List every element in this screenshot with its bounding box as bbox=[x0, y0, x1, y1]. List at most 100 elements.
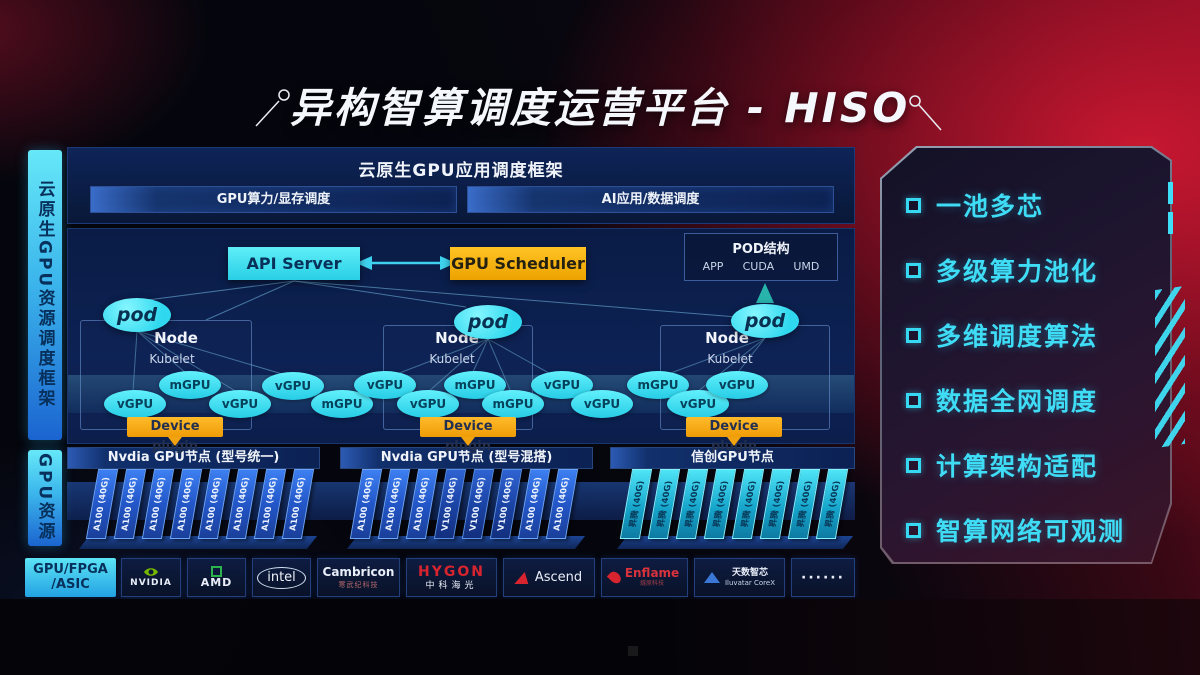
intel-logo: intel bbox=[257, 566, 306, 589]
square-bullet-icon bbox=[906, 392, 921, 408]
vendor-intel: intel bbox=[252, 558, 311, 597]
square-bullet-icon bbox=[906, 522, 921, 538]
pod-ellipse: pod bbox=[454, 305, 522, 339]
node-label: Node bbox=[154, 329, 198, 347]
square-bullet-icon bbox=[906, 262, 921, 278]
gpu-card: A100 (40G) bbox=[169, 469, 203, 539]
framework-title: 云原生GPU应用调度框架 bbox=[358, 161, 564, 181]
feature-panel bbox=[882, 148, 1170, 562]
vendor-iluvatar: 天数智芯 Iluvatar CoreX bbox=[694, 558, 785, 597]
gpu-card: A100 (40G) bbox=[141, 469, 175, 539]
bottom-fade bbox=[0, 599, 1200, 675]
gpu-ellipse: mGPU bbox=[482, 390, 544, 418]
feature-label: 多维调度算法 bbox=[936, 322, 1099, 351]
gpu-card-group-2: A100 (40G) A100 (40G) A100 (40G) V100 (40G)… bbox=[349, 469, 579, 539]
vendor-subname: 燧原科技 bbox=[639, 580, 664, 588]
rail-cloud-native-gpu-framework: 云原生GPU资源调度框架 bbox=[28, 150, 62, 440]
pod-item-app: APP bbox=[702, 260, 724, 273]
bar-ai-data-scheduling: AI应用/数据调度 bbox=[467, 186, 834, 213]
square-bullet-icon bbox=[906, 327, 921, 343]
kubelet-label: Kubelet bbox=[149, 352, 195, 366]
bar-gpu-compute-scheduling: GPU算力/显存调度 bbox=[90, 186, 457, 213]
device-plugin-badge: Device plugin bbox=[686, 417, 782, 454]
gpu-ellipse: vGPU bbox=[397, 390, 459, 418]
hardware-type-line2: /ASIC bbox=[51, 576, 90, 592]
vendor-name: Cambricon bbox=[322, 565, 395, 580]
gpu-ellipse: vGPU bbox=[209, 390, 271, 418]
vendor-subname: Iluvatar CoreX bbox=[724, 579, 775, 588]
framework-panel: 云原生GPU应用调度框架 GPU算力/显存调度 AI应用/数据调度 bbox=[67, 147, 855, 224]
gpu-card: 昇腾 (40G) bbox=[787, 469, 821, 539]
device-plugin-badge: Device plugin bbox=[127, 417, 223, 454]
vendor-enflame: Enflame 燧原科技 bbox=[601, 558, 688, 597]
vendor-name: Ascend bbox=[534, 570, 583, 585]
gpu-card: A100 (40G) bbox=[225, 469, 259, 539]
feature-label: 智算网络可观测 bbox=[936, 517, 1126, 546]
rail-gpu-resources: GPU资源 bbox=[28, 450, 62, 546]
edge-tick-deco bbox=[1168, 182, 1173, 204]
feature-label: 多级算力池化 bbox=[936, 257, 1099, 286]
circuit-node-right-icon bbox=[909, 95, 942, 131]
vendor-more: ······ bbox=[791, 558, 855, 597]
pod-ellipse: pod bbox=[731, 304, 799, 338]
vendor-ascend: Ascend bbox=[503, 558, 595, 597]
vendor-subname: 中科海光 bbox=[425, 580, 478, 591]
feature-item: 多维调度算法 bbox=[906, 316, 1160, 354]
vendor-subname: 寒武纪科技 bbox=[338, 580, 379, 589]
feature-list: 一池多芯多级算力池化 多维调度算法 数据全网调度 计算架构适配 智算网络可观测 bbox=[906, 186, 1160, 576]
gpu-ellipse: vGPU bbox=[531, 371, 593, 399]
feature-item: 一池多芯 bbox=[906, 186, 1160, 224]
gpu-ellipse: vGPU bbox=[571, 390, 633, 418]
gpu-card: V100 (40G) bbox=[461, 469, 495, 539]
gpu-card: A100 (40G) bbox=[517, 469, 551, 539]
hardware-type-label: GPU/FPGA /ASIC bbox=[25, 558, 116, 597]
hardware-type-line1: GPU/FPGA bbox=[33, 561, 108, 577]
gpu-ellipse: mGPU bbox=[311, 390, 373, 418]
vendor-name: 天数智芯 bbox=[731, 567, 768, 578]
device-plugin-badge: Device plugin bbox=[420, 417, 516, 454]
gpu-card: A100 (40G) bbox=[197, 469, 231, 539]
pod-item-umd: UMD bbox=[793, 260, 820, 273]
kubelet-label: Kubelet bbox=[707, 352, 753, 366]
pod-structure-box: POD结构 APP CUDA UMD bbox=[684, 233, 838, 281]
gpu-scheduler-box: GPU Scheduler bbox=[450, 247, 586, 280]
gpu-card: 昇腾 (40G) bbox=[675, 469, 709, 539]
gpu-card-group-1: A100 (40G) A100 (40G) A100 (40G) A100 (40G)… bbox=[85, 469, 315, 539]
feature-label: 一池多芯 bbox=[936, 192, 1045, 221]
vendor-name: HYGON bbox=[418, 563, 485, 580]
gpu-card: 昇腾 (40G) bbox=[647, 469, 681, 539]
feature-item: 计算架构适配 bbox=[906, 446, 1160, 484]
gpu-card-group-3: 昇腾 (40G) 昇腾 (40G) 昇腾 (40G) 昇腾 (40G) 昇腾 (40G)… bbox=[619, 469, 849, 539]
gpu-card: 昇腾 (40G) bbox=[703, 469, 737, 539]
square-bullet-icon bbox=[906, 457, 921, 473]
edge-tick-deco bbox=[1168, 212, 1173, 234]
gpu-ellipse: vGPU bbox=[706, 371, 768, 399]
feature-label: 计算架构适配 bbox=[936, 452, 1099, 481]
gpu-card: A100 (40G) bbox=[377, 469, 411, 539]
ascend-logo-icon bbox=[514, 571, 532, 584]
enflame-logo-icon bbox=[606, 569, 623, 586]
feature-label: 数据全网调度 bbox=[936, 387, 1099, 416]
vendor-more-dots: ······ bbox=[801, 569, 845, 586]
gpu-card: A100 (40G) bbox=[253, 469, 287, 539]
pod-structure-title: POD结构 bbox=[732, 242, 790, 257]
vendor-nvidia: NVIDIA bbox=[121, 558, 181, 597]
feature-item: 多级算力池化 bbox=[906, 251, 1160, 289]
watermark-dot bbox=[628, 646, 638, 656]
pod-item-cuda: CUDA bbox=[742, 260, 775, 273]
vendor-cambricon: Cambricon 寒武纪科技 bbox=[317, 558, 400, 597]
pod-ellipse: pod bbox=[103, 298, 171, 332]
nvidia-logo-icon bbox=[143, 568, 158, 577]
feature-item: 数据全网调度 bbox=[906, 381, 1160, 419]
feature-item: 智算网络可观测 bbox=[906, 511, 1160, 549]
rack-header-nvidia-mixed: Nvdia GPU节点 (型号混搭) bbox=[340, 447, 593, 469]
vendor-hygon: HYGON 中科海光 bbox=[406, 558, 497, 597]
gpu-ellipse: vGPU bbox=[104, 390, 166, 418]
gpu-card: V100 (40G) bbox=[433, 469, 467, 539]
gpu-ellipse: vGPU bbox=[262, 372, 324, 400]
amd-logo-icon bbox=[211, 565, 222, 577]
vendor-name: NVIDIA bbox=[130, 578, 172, 589]
gpu-ellipse: mGPU bbox=[159, 371, 221, 399]
gpu-card: V100 (40G) bbox=[489, 469, 523, 539]
